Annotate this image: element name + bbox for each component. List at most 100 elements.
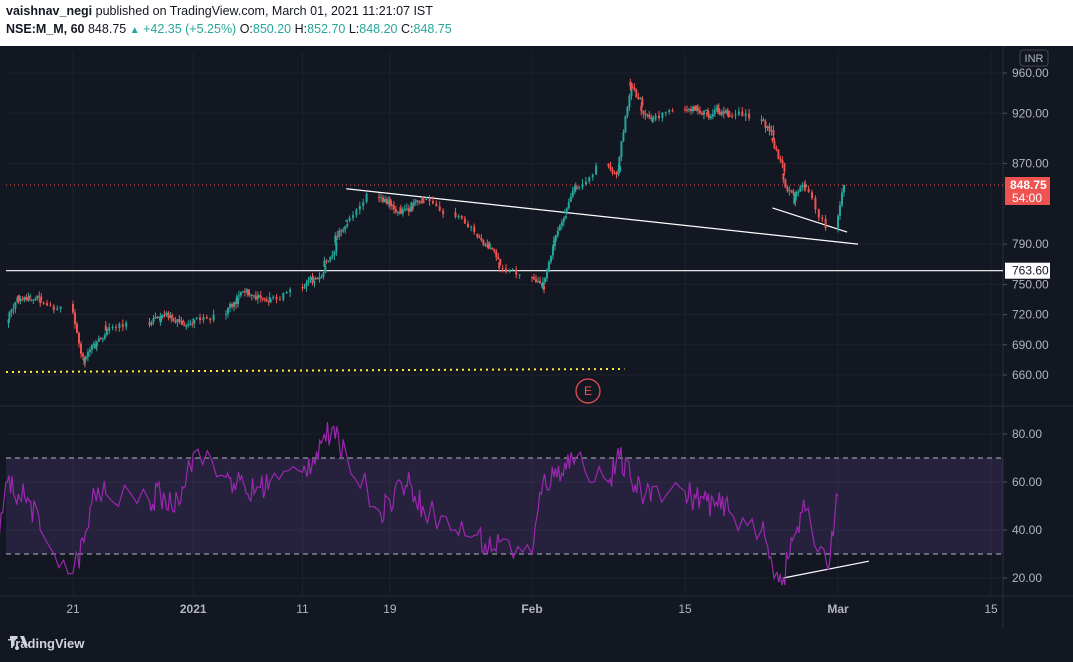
candle-body	[722, 111, 725, 114]
candle-body	[7, 319, 10, 324]
candle-body	[56, 308, 59, 311]
candle-body	[92, 343, 95, 345]
candle-body	[652, 118, 655, 120]
candle-body	[698, 110, 701, 114]
candle-body	[365, 193, 368, 203]
candle-body	[688, 109, 690, 111]
candle-body	[499, 258, 502, 265]
candle-body	[320, 276, 323, 278]
candle-body	[731, 115, 734, 117]
author-name[interactable]: vaishnav_negi	[6, 4, 93, 18]
candle-body	[804, 184, 807, 189]
candle-body	[84, 356, 87, 360]
level-label: 763.60	[1012, 264, 1049, 278]
candle-body	[358, 205, 361, 210]
symbol-label[interactable]: NSE:M_M, 60	[6, 22, 85, 36]
rsi-overbought-oversold-band	[6, 458, 1003, 554]
candle-body	[709, 116, 712, 119]
candle-body	[839, 205, 841, 216]
rsi-trendline[interactable]	[783, 560, 870, 579]
candle-body	[233, 302, 235, 307]
candle-body	[362, 202, 365, 206]
candle-body	[410, 206, 413, 208]
trendline[interactable]	[346, 188, 859, 245]
time-tick-label: 2021	[180, 602, 207, 616]
open-label: O:	[239, 22, 253, 36]
candle-body	[630, 83, 633, 96]
candle-body	[278, 299, 281, 301]
candle-body	[114, 327, 117, 329]
candle-body	[183, 324, 186, 327]
close-value: 848.75	[413, 22, 452, 36]
candle-body	[111, 327, 114, 329]
candle-body	[329, 256, 332, 261]
earnings-label: E	[584, 384, 592, 398]
dotted-support-line[interactable]	[5, 367, 625, 373]
candle-body	[793, 196, 796, 205]
candle-body	[187, 324, 190, 326]
candle-body	[783, 163, 786, 172]
candle-body	[573, 186, 576, 191]
candle-body	[269, 299, 272, 303]
candle-body	[773, 140, 776, 149]
tradingview-brand: TradingView	[8, 636, 85, 651]
candle-body	[795, 191, 798, 197]
candle-body	[696, 107, 699, 111]
high-value: 852.70	[307, 22, 346, 36]
candle-body	[189, 323, 192, 325]
candle-body	[501, 268, 504, 270]
candle-body	[307, 280, 310, 283]
candle-body	[686, 109, 688, 111]
candle-body	[285, 292, 288, 294]
trendline[interactable]	[772, 207, 848, 233]
candle-body	[498, 262, 501, 269]
candle-body	[640, 106, 643, 111]
candle-body	[172, 318, 175, 322]
candle-body	[515, 269, 518, 275]
candle-body	[442, 210, 445, 214]
candle-body	[584, 181, 587, 185]
candle-body	[231, 304, 233, 307]
earnings-marker[interactable]: E	[575, 378, 601, 404]
rsi-band	[6, 457, 1003, 555]
candle-body	[386, 199, 388, 204]
candle-body	[533, 277, 535, 280]
candle-body	[571, 190, 574, 197]
candle-body	[626, 107, 629, 117]
symbol-info: NSE:M_M, 60 848.75 ▲ +42.35 (+5.25%) O:8…	[6, 22, 452, 36]
chart-header: vaishnav_negi published on TradingView.c…	[0, 0, 1073, 46]
candle-body	[615, 172, 618, 175]
candle-body	[700, 113, 703, 115]
candle-body	[312, 278, 315, 281]
candle-body	[325, 260, 328, 262]
chart-canvas[interactable]: E 21 2021 11 19 Feb 15 Mar 15 960.00 920.00 870.00…	[0, 46, 1073, 628]
candle-body	[668, 110, 671, 112]
last-price: 848.75	[87, 22, 127, 36]
candle-body	[202, 317, 205, 321]
candle-body	[493, 249, 496, 252]
candle-body	[551, 246, 554, 256]
tradingview-logo[interactable]: TradingView	[8, 636, 84, 651]
candle-body	[547, 262, 550, 273]
candle-body	[160, 316, 163, 320]
candle-body	[629, 81, 632, 87]
candle-body	[578, 187, 581, 189]
candle-body	[470, 226, 473, 228]
candle-body	[489, 248, 492, 250]
currency-button[interactable]: INR	[1019, 49, 1049, 67]
candle-body	[792, 190, 795, 194]
candle-body	[460, 216, 463, 219]
candle-body	[384, 199, 386, 202]
chart-area[interactable]: E 21 2021 11 19 Feb 15 Mar 15 960.00 920.00 870.00…	[0, 46, 1073, 628]
candle-body	[654, 115, 657, 120]
candle-body	[185, 325, 188, 327]
candles	[7, 78, 845, 368]
candle-body	[314, 278, 317, 280]
candle-body	[760, 119, 763, 121]
candle-body	[72, 303, 74, 313]
candle-body	[671, 110, 674, 112]
price-drawings[interactable]: E	[5, 184, 1003, 579]
candle-body	[261, 298, 264, 300]
price-tick-label: 720.00	[1012, 308, 1049, 322]
